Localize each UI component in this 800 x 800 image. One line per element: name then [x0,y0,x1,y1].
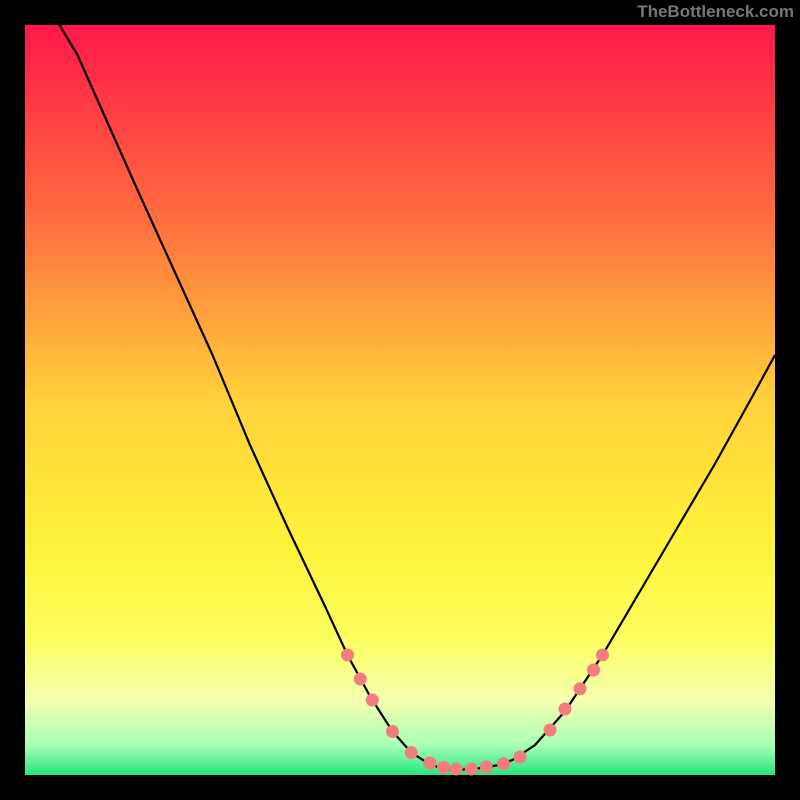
curve-marker [354,673,367,686]
curve-marker [465,763,478,776]
curve-marker [480,760,493,773]
curve-marker [559,703,572,716]
curve-marker [341,649,354,662]
curve-marker [386,725,399,738]
curve-marker [497,757,510,770]
bottleneck-curve [55,18,775,770]
curve-marker [596,649,609,662]
curve-marker [514,751,527,764]
curve-marker [587,664,600,677]
curve-marker [544,724,557,737]
curve-marker [450,763,463,776]
curve-marker [366,694,379,707]
curve-marker [574,682,587,695]
curve-marker [405,746,418,759]
curve-marker [424,757,437,770]
bottleneck-curve-chart [0,0,800,800]
curve-marker [437,761,450,774]
attribution-text: TheBottleneck.com [637,2,794,22]
